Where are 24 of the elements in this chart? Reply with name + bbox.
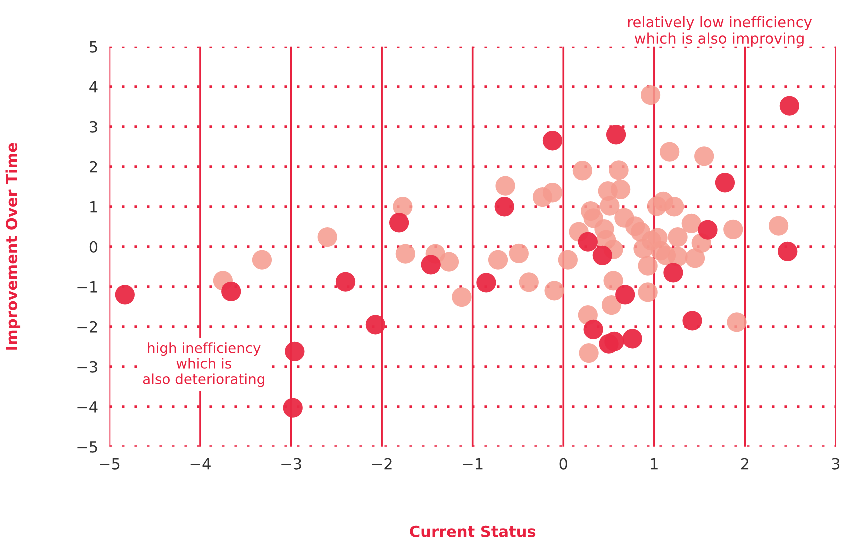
- y-tick-label: −1: [78, 282, 98, 293]
- x-tick-label: −1: [463, 458, 483, 470]
- x-tick-label: 3: [832, 458, 840, 470]
- y-tick-label: 4: [90, 82, 98, 93]
- text: relatively low inefficiency which is also improving: [628, 16, 812, 47]
- y-axis-title: Improvement Over Time: [6, 143, 21, 350]
- x-tick-label: −2: [372, 458, 392, 470]
- y-tick-label: 3: [90, 121, 98, 133]
- x-tick-label: 2: [741, 458, 749, 470]
- annotation: high inefficiency which is also deteriorating: [143, 342, 264, 388]
- y-tick-label: 1: [90, 202, 98, 213]
- x-tick-label: −4: [190, 458, 211, 470]
- y-tick-label: 5: [90, 42, 98, 53]
- x-tick-label: −5: [100, 458, 120, 470]
- y-tick-label: −2: [78, 321, 98, 333]
- y-tick-label: −5: [78, 442, 98, 453]
- y-tick-label: −3: [78, 361, 98, 373]
- y-tick-label: −4: [78, 402, 98, 413]
- x-tick-label: −3: [282, 458, 302, 470]
- y-tick-label: 2: [90, 161, 98, 173]
- x-axis-title: Current Status: [410, 526, 536, 538]
- x-tick-label: 1: [651, 458, 658, 470]
- y-tick-label: 0: [90, 241, 98, 253]
- x-tick-label: 0: [560, 458, 568, 470]
